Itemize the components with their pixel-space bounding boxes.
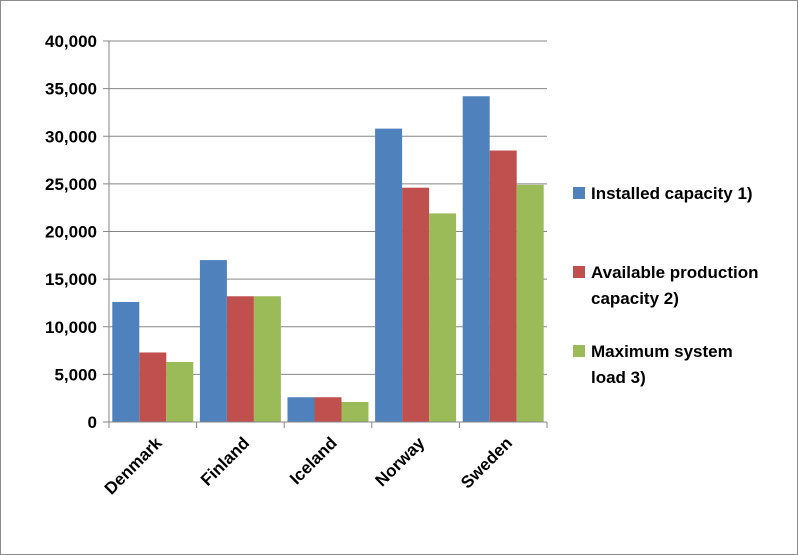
legend-label: load 3): [591, 368, 646, 387]
x-tick-label: Finland: [197, 433, 253, 489]
bar-norway-series-1: [375, 128, 403, 422]
x-tick-label: Denmark: [101, 433, 166, 498]
legend-item-3: Maximum system load 3): [573, 342, 733, 387]
legend-swatch: [573, 187, 585, 199]
legend-item-2: Available production capacity 2): [573, 263, 759, 308]
bar-finland-series-2: [226, 296, 254, 422]
bar-iceland-series-3: [341, 401, 369, 422]
bar-denmark-series-3: [166, 361, 194, 422]
legend-swatch: [573, 266, 585, 278]
bar-sweden-series-3: [516, 184, 544, 422]
y-tick-label: 10,000: [45, 318, 97, 337]
x-tick-label: Iceland: [286, 433, 341, 488]
legend-label: Installed capacity 1): [591, 184, 753, 203]
y-tick-label: 0: [88, 413, 97, 432]
y-tick-label: 5,000: [54, 365, 97, 384]
legend-label: Maximum system: [591, 342, 733, 361]
bar-sweden-series-1: [462, 96, 490, 423]
bar-norway-series-3: [429, 213, 457, 422]
bar-norway-series-2: [402, 187, 430, 422]
y-tick-label: 15,000: [45, 270, 97, 289]
bar-iceland-series-2: [314, 397, 342, 422]
legend-label: Available production: [591, 263, 759, 282]
bars: [112, 96, 544, 423]
x-tick-label: Norway: [372, 433, 429, 490]
bar-denmark-series-1: [112, 301, 140, 422]
y-axis-ticks: 0 5,000 10,000 15,000 20,000 25,000 30,000 35,0…: [45, 32, 109, 432]
y-tick-label: 35,000: [45, 80, 97, 99]
x-tick-label: Sweden: [457, 433, 516, 492]
bar-sweden-series-2: [489, 150, 517, 422]
gridlines: [109, 40, 547, 375]
y-tick-label: 25,000: [45, 175, 97, 194]
legend: Installed capacity 1) Available productio…: [573, 184, 759, 387]
legend-item-1: Installed capacity 1): [573, 184, 753, 203]
y-tick-label: 30,000: [45, 127, 97, 146]
y-tick-label: 40,000: [45, 32, 97, 51]
x-axis-ticks: Denmark Finland Iceland Norway Sweden: [101, 422, 548, 498]
legend-swatch: [573, 345, 585, 357]
legend-label: capacity 2): [591, 289, 679, 308]
bar-finland-series-3: [253, 296, 281, 422]
bar-finland-series-1: [199, 260, 227, 422]
y-tick-label: 20,000: [45, 223, 97, 242]
bar-iceland-series-1: [287, 397, 315, 422]
bar-denmark-series-2: [139, 352, 167, 422]
